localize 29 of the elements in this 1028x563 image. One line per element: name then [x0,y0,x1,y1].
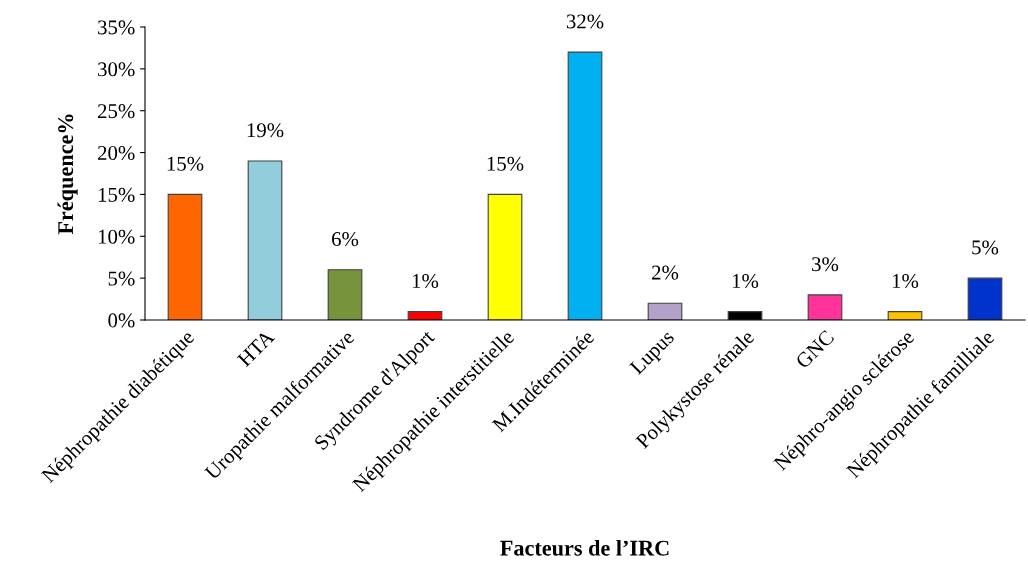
data-label: 32% [566,14,604,29]
data-label: 5% [972,240,999,255]
data-label: 2% [652,265,679,280]
y-tick-label: 0% [108,313,135,328]
bar [567,51,603,320]
x-axis-title: Facteurs de l’IRC [500,540,669,556]
bar [487,193,523,320]
data-label: 1% [732,273,759,289]
data-label: 15% [487,156,524,171]
bar [807,294,843,320]
bar [967,277,1003,320]
y-axis-title: Fréquence% [57,114,78,235]
y-tick-label: 25% [98,104,135,119]
data-label: 1% [892,273,919,289]
y-tick-label: 20% [98,145,135,161]
y-tick-label: 10% [98,229,135,244]
y-tick-label: 30% [98,62,135,77]
bar [327,269,363,320]
y-tick-label: 35% [98,20,135,35]
y-tick-label: 15% [98,187,135,202]
bar [647,302,683,320]
data-label: 1% [412,273,439,289]
y-tick-label: 5% [108,271,135,286]
bar [247,160,283,320]
data-label: 15% [167,156,204,171]
data-label: 3% [812,257,839,272]
data-label: 19% [247,123,284,138]
bar [167,193,203,320]
data-label: 6% [332,232,359,247]
